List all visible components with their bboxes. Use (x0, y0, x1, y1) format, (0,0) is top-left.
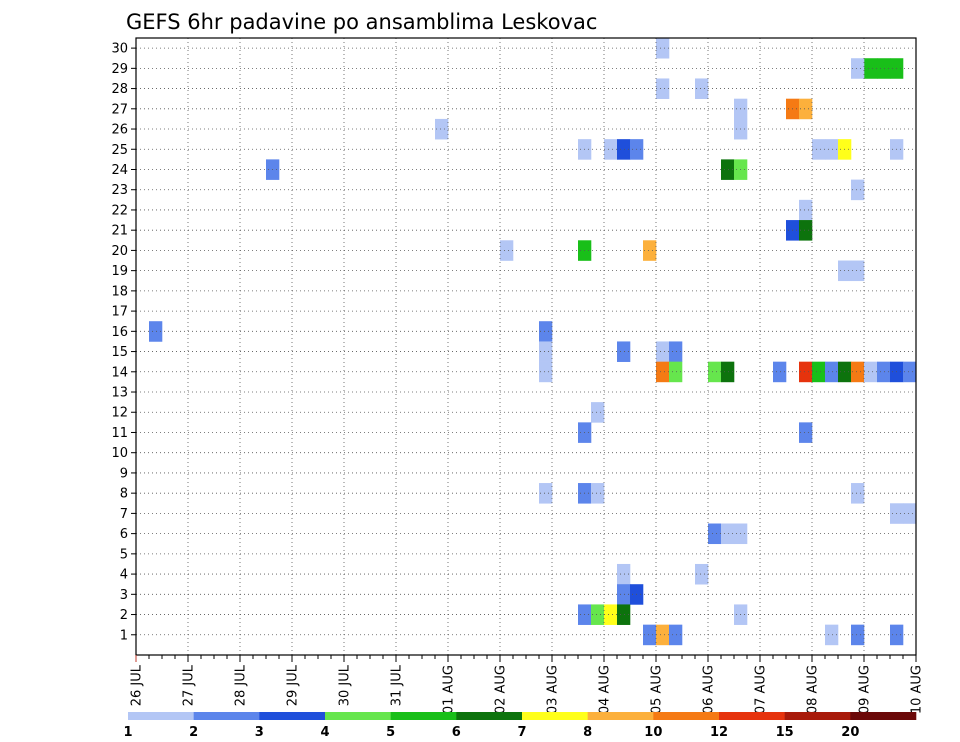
y-tick-label: 7 (120, 507, 128, 522)
colorbar-swatch (128, 712, 194, 720)
y-tick-label: 30 (111, 42, 128, 57)
x-tick-label: 09 AUG (858, 665, 873, 714)
heatmap-cell (812, 362, 825, 383)
chart-title: GEFS 6hr padavine po ansamblima Leskovac (126, 10, 597, 34)
x-tick-label: 28 JUL (234, 664, 249, 706)
colorbar-swatch (719, 712, 785, 720)
y-tick-label: 14 (111, 365, 128, 380)
heatmap-cell (656, 625, 669, 646)
heatmap-cell (500, 240, 513, 261)
y-tick-label: 26 (111, 123, 128, 138)
colorbar-legend: 1 2 3 4 5 6 7 8 10 12 15 20 (123, 712, 916, 740)
colorbar-label: 20 (841, 725, 859, 740)
y-tick-label: 28 (111, 82, 128, 97)
y-tick-label: 29 (111, 62, 128, 77)
y-tick-label: 9 (120, 466, 128, 481)
y-tick-label: 27 (111, 102, 128, 117)
colorbar-swatch (588, 712, 654, 720)
x-tick-label: 02 AUG (494, 665, 509, 714)
colorbar-swatch (259, 712, 325, 720)
colorbar-swatch (785, 712, 851, 720)
x-tick-label: 05 AUG (650, 665, 665, 714)
y-tick-label: 19 (111, 264, 128, 279)
y-tick-label: 12 (111, 406, 128, 421)
x-tick-label: 01 AUG (442, 665, 457, 714)
x-tick-label: 08 AUG (806, 665, 821, 714)
x-tick-label: 29 JUL (286, 664, 301, 706)
colorbar-swatch (194, 712, 260, 720)
x-tick-label: 04 AUG (598, 665, 613, 714)
colorbar-label: 1 (123, 725, 132, 740)
heatmap-cell (604, 604, 617, 625)
heatmap-cell (864, 362, 877, 383)
x-tick-label: 30 JUL (338, 664, 353, 706)
colorbar-label: 7 (517, 725, 526, 740)
heatmap-cell (656, 341, 669, 362)
colorbar-label: 15 (776, 725, 794, 740)
x-tick-label: 03 AUG (546, 665, 561, 714)
heatmap-cell (708, 524, 721, 545)
colorbar-label: 3 (255, 725, 264, 740)
x-tick-label: 07 AUG (754, 665, 769, 714)
heatmap-cell (656, 362, 669, 383)
colorbar-swatch (325, 712, 391, 720)
heatmap-cell (864, 58, 877, 79)
colorbar-swatch (522, 712, 588, 720)
y-axis: 1234567891011121314151617181920212223242… (111, 42, 136, 644)
y-tick-label: 2 (120, 608, 128, 623)
y-tick-label: 15 (111, 345, 128, 360)
y-tick-label: 18 (111, 284, 128, 299)
colorbar-swatch (456, 712, 522, 720)
y-tick-label: 17 (111, 305, 128, 320)
colorbar-swatch (391, 712, 457, 720)
grid-lines (136, 38, 916, 655)
colorbar-label: 2 (189, 725, 198, 740)
heatmap-cell (656, 78, 669, 99)
y-tick-label: 1 (120, 628, 128, 643)
y-tick-label: 22 (111, 203, 128, 218)
y-tick-label: 5 (120, 547, 128, 562)
y-tick-label: 8 (120, 487, 128, 502)
y-tick-label: 21 (111, 224, 128, 239)
y-tick-label: 10 (111, 446, 128, 461)
colorbar-swatch (653, 712, 719, 720)
colorbar-label: 10 (644, 725, 662, 740)
x-tick-label: 10 AUG (910, 665, 925, 714)
plot-frame (136, 38, 916, 655)
precipitation-ensemble-chart: GEFS 6hr padavine po ansamblima Leskovac… (0, 0, 960, 742)
y-tick-label: 16 (111, 325, 128, 340)
x-tick-label: 27 JUL (182, 664, 197, 706)
heatmap-cell (812, 139, 825, 160)
x-tick-label: 31 JUL (390, 664, 405, 706)
y-tick-label: 25 (111, 143, 128, 158)
y-tick-label: 20 (111, 244, 128, 259)
heatmap-cell (656, 38, 669, 59)
x-axis: 26 JUL 27 JUL 28 JUL 29 JUL 30 JUL 31 JUL 01 A… (130, 655, 925, 714)
y-tick-label: 4 (120, 568, 128, 583)
x-tick-label: 06 AUG (702, 665, 717, 714)
colorbar-label: 5 (386, 725, 395, 740)
y-tick-label: 13 (111, 386, 128, 401)
colorbar-label: 8 (583, 725, 592, 740)
colorbar-label: 6 (452, 725, 461, 740)
y-tick-label: 24 (111, 163, 128, 178)
y-tick-label: 3 (120, 588, 128, 603)
heatmap-cell (708, 362, 721, 383)
colorbar-label: 12 (710, 725, 728, 740)
y-tick-label: 23 (111, 183, 128, 198)
x-tick-label: 26 JUL (130, 664, 145, 706)
heatmap-cell (604, 139, 617, 160)
colorbar-label: 4 (320, 725, 329, 740)
y-tick-label: 11 (111, 426, 128, 441)
colorbar-swatch (850, 712, 916, 720)
y-tick-label: 6 (120, 527, 128, 542)
